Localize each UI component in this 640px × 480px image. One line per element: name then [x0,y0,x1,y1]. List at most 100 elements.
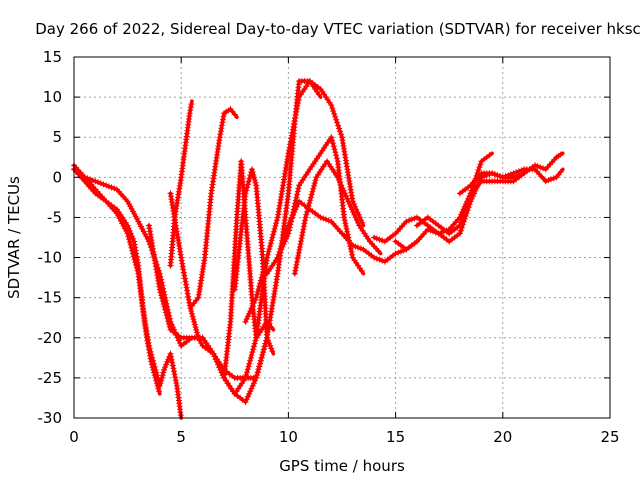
data-point-marker [247,354,254,361]
data-point-marker [163,361,170,368]
data-point-marker [376,256,383,263]
series-track-10 [231,166,276,356]
data-point-marker [260,268,267,275]
data-point-marker [355,219,361,226]
data-point-marker [103,182,110,189]
data-point-marker [289,129,296,136]
data-point-marker [406,217,412,224]
data-point-marker [246,175,253,182]
data-point-marker [190,316,197,323]
data-point-marker [464,199,471,206]
data-point-marker [264,251,271,258]
data-point-marker [284,233,291,240]
data-point-marker [254,372,260,378]
data-point-marker [194,332,201,339]
data-point-marker [252,377,258,384]
data-point-marker [220,113,227,120]
data-point-marker [456,230,463,237]
data-point-marker [210,350,217,357]
x-tick-label: 25 [600,428,619,446]
data-point-marker [342,220,349,227]
data-point-marker [166,323,173,330]
data-point-marker [249,166,255,173]
y-axis-label: SDTVAR / TECUs [5,176,23,299]
data-point-marker [216,364,223,371]
data-point-marker [265,337,271,344]
data-point-marker [301,220,308,227]
data-point-marker [299,229,306,236]
data-point-marker [346,237,352,244]
data-point-marker [341,190,348,197]
data-point-marker [298,235,305,242]
plot-frame [73,56,611,419]
data-point-marker [100,181,107,188]
data-point-marker [258,354,265,361]
data-point-marker [191,318,198,325]
data-point-marker [160,369,167,376]
data-point-marker [146,346,152,353]
data-point-marker [164,315,171,322]
data-point-marker [217,131,224,138]
data-point-marker [513,169,520,176]
data-point-marker [307,194,314,201]
data-point-marker [403,218,410,225]
data-point-marker [333,155,340,162]
series-line [415,151,565,236]
data-point-marker [335,177,342,183]
data-point-marker [494,172,501,179]
data-point-marker [497,173,504,180]
data-point-marker [287,141,294,148]
data-point-marker [557,169,564,175]
data-point-marker [130,235,136,242]
data-point-marker [244,184,251,191]
data-point-marker [333,116,340,123]
data-point-marker [184,290,191,297]
data-point-marker [149,364,156,371]
data-point-marker [108,184,115,191]
data-point-marker [271,225,278,232]
data-point-marker [329,137,336,144]
data-point-marker [292,267,299,274]
data-point-marker [312,177,319,184]
data-point-marker [261,263,268,270]
data-point-marker [344,231,351,238]
data-point-marker [275,251,282,258]
data-point-marker [458,216,465,223]
data-point-marker [255,286,262,293]
data-point-marker [263,257,270,264]
data-point-marker [540,165,546,172]
data-point-marker [242,318,249,325]
data-point-marker [295,252,302,259]
data-point-marker [249,169,256,175]
data-point-marker [505,172,512,179]
data-point-marker [258,274,265,281]
data-point-marker [518,167,525,174]
data-point-marker [346,201,353,208]
data-point-marker [340,187,347,194]
data-point-marker [300,226,307,233]
data-point-marker [181,272,188,279]
data-point-marker [310,185,317,192]
y-tick-label: -15 [38,289,63,307]
data-point-marker [432,229,439,236]
data-point-marker [111,185,118,192]
data-point-marker [289,126,296,133]
data-point-marker [159,372,166,379]
data-point-marker [257,357,264,364]
data-point-marker [193,329,200,336]
data-point-marker [331,110,338,117]
x-tick-label: 10 [279,428,298,446]
data-point-marker [95,179,102,186]
data-point-marker [162,309,169,316]
data-point-marker [338,182,345,189]
data-point-marker [348,248,355,255]
data-point-marker [148,358,155,365]
data-point-marker [126,227,133,234]
data-series [71,78,565,420]
data-point-marker [264,254,270,261]
data-point-marker [105,183,112,190]
data-point-marker [165,318,172,325]
data-point-marker [550,175,557,182]
data-point-marker [162,364,169,371]
x-tick-label: 20 [493,428,512,446]
